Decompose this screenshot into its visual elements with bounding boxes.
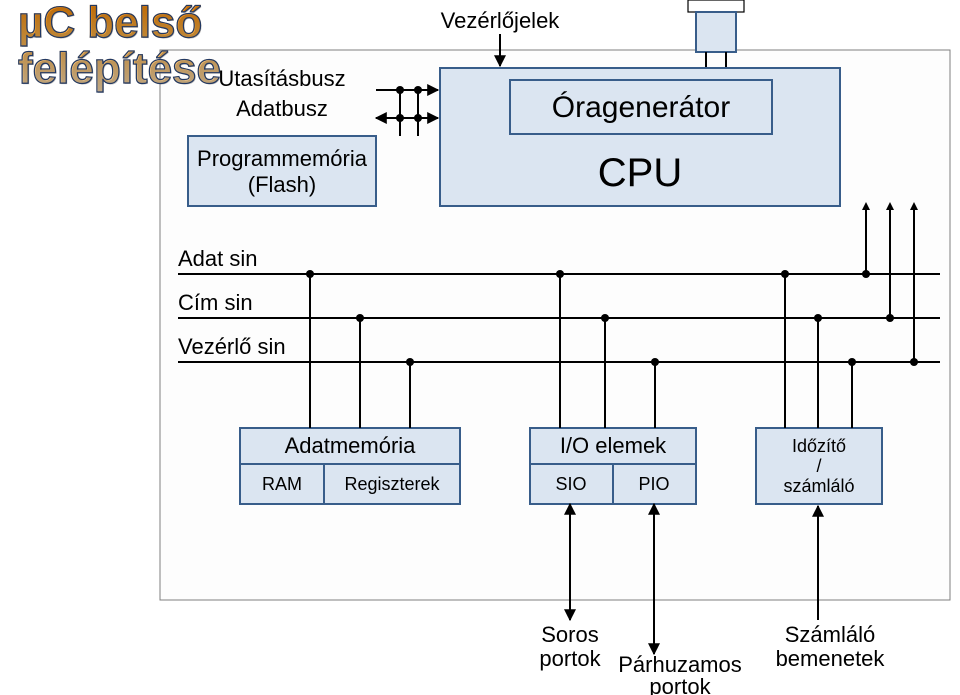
dot-cpu-vez — [910, 358, 918, 366]
label-progmem-1: Programmemória — [197, 146, 368, 171]
label-regiszterek: Regiszterek — [344, 474, 440, 494]
dot-mem-adat — [306, 270, 314, 278]
label-cim-sin: Cím sin — [178, 290, 253, 315]
dot-cpu-cim — [886, 314, 894, 322]
crystal-cap — [688, 0, 744, 12]
page-title: µC belső felépítése — [18, 0, 221, 92]
label-adat-sin: Adat sin — [178, 246, 258, 271]
label-szamlalo-1: Számláló — [785, 622, 875, 647]
label-ram: RAM — [262, 474, 302, 494]
dot-io-vez — [651, 358, 659, 366]
label-soros-2: portok — [539, 646, 601, 671]
crystal-body — [696, 12, 736, 52]
dot-tmr-vez — [848, 358, 856, 366]
label-szamlalo-2: bemenetek — [776, 646, 886, 671]
diagram-canvas: Vezérlőjelek Óragenerátor CPU Utasításbu… — [0, 0, 960, 695]
label-utasitasbusz: Utasításbusz — [218, 66, 345, 91]
label-timer-2: / — [816, 456, 821, 476]
label-vezerlo-sin: Vezérlő sin — [178, 334, 286, 359]
label-oragenerator: Óragenerátor — [552, 91, 730, 124]
label-adatmemoria: Adatmemória — [285, 433, 417, 458]
label-progmem-2: (Flash) — [248, 172, 316, 197]
dot-cpu-adat — [862, 270, 870, 278]
label-timer-3: számláló — [783, 476, 854, 496]
dot-tmr-adat — [781, 270, 789, 278]
label-vezerlojelek: Vezérlőjelek — [441, 8, 561, 33]
dot-io-cim — [601, 314, 609, 322]
label-timer-1: Időzítő — [792, 436, 846, 456]
title-line1: µC belső — [18, 0, 202, 47]
label-ioelemek: I/O elemek — [560, 433, 667, 458]
label-cpu: CPU — [598, 151, 682, 195]
label-adatbusz: Adatbusz — [236, 96, 328, 121]
label-parh-2: portok — [649, 674, 711, 695]
title-line2: felépítése — [18, 44, 221, 93]
dot-mem-cim — [356, 314, 364, 322]
dot-mem-vez — [406, 358, 414, 366]
dot-tmr-cim — [814, 314, 822, 322]
dot-io-adat — [556, 270, 564, 278]
label-pio: PIO — [638, 474, 669, 494]
label-soros-1: Soros — [541, 622, 598, 647]
label-sio: SIO — [555, 474, 586, 494]
